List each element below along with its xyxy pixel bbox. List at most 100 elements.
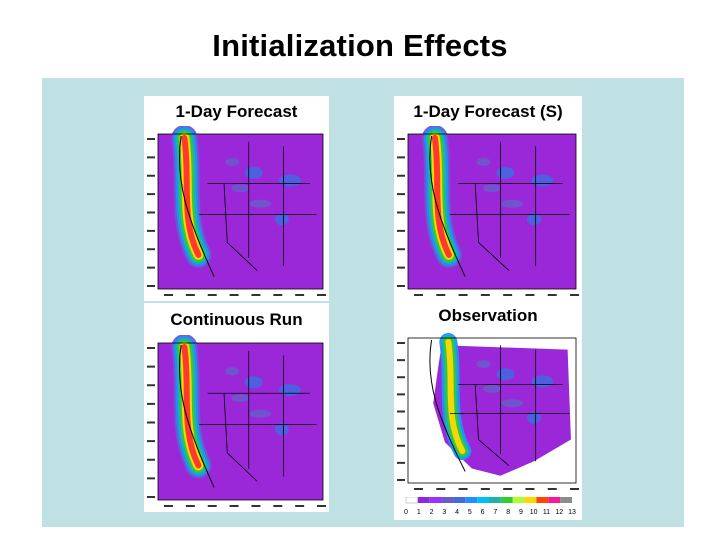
y-tick (147, 421, 155, 424)
panel-label: 1-Day Forecast (S) (413, 102, 563, 121)
precip-patch (501, 199, 524, 208)
colorbar-tick-label: 8 (506, 509, 510, 516)
precip-patch (531, 174, 554, 187)
colorbar-segment (512, 497, 525, 503)
x-tick (570, 488, 579, 490)
x-tick (480, 294, 490, 296)
colorbar-segment (465, 497, 478, 503)
x-tick (229, 294, 239, 296)
y-tick (147, 384, 155, 387)
x-tick (251, 294, 261, 296)
y-tick (397, 285, 405, 287)
y-tick (147, 266, 155, 269)
colorbar-tick-label: 12 (555, 509, 563, 516)
colorbar-tick-label: 3 (442, 509, 446, 516)
y-tick (147, 458, 155, 461)
x-tick (273, 294, 283, 296)
colorbar-tick-label: 0 (404, 509, 408, 516)
y-tick (147, 174, 155, 177)
precip-patch (274, 213, 289, 226)
precip-map (147, 335, 326, 507)
precip-band (431, 135, 452, 258)
colorbar-segment (560, 497, 572, 503)
precip-patch (476, 157, 491, 166)
y-tick (397, 193, 405, 196)
x-tick (458, 294, 468, 296)
panel-1-day-forecast: 1-Day Forecast (144, 96, 329, 301)
x-tick (480, 488, 490, 490)
colorbar-tick-label: 4 (455, 509, 459, 516)
y-tick (397, 393, 405, 396)
y-tick (397, 410, 405, 413)
colorbar-segment (524, 497, 537, 503)
x-tick (414, 488, 423, 490)
precip-patch (496, 166, 515, 179)
colorbar-tick-label: 13 (568, 509, 576, 516)
y-tick (397, 174, 405, 177)
colorbar-tick-label: 1 (417, 509, 421, 516)
colorbar-tick-label: 11 (543, 509, 550, 516)
colorbar-segment (489, 497, 501, 503)
y-tick (147, 402, 155, 405)
precip-map (397, 333, 579, 490)
y-tick (397, 427, 405, 430)
precip-patch (231, 393, 250, 402)
x-tick (547, 294, 557, 296)
x-tick (164, 505, 173, 507)
y-tick (147, 365, 155, 368)
state-border (223, 393, 258, 482)
precip-band (445, 339, 466, 455)
precip-patch (225, 157, 240, 166)
colorbar-tick-label: 7 (493, 509, 497, 516)
x-tick (436, 488, 446, 490)
y-tick (147, 248, 155, 251)
precip-patch (231, 184, 250, 193)
colorbar-segment (477, 497, 489, 503)
y-tick (147, 229, 155, 232)
precip-band (181, 135, 202, 258)
colorbar-tick-label: 9 (519, 509, 523, 516)
x-tick (317, 294, 326, 296)
precip-patch (249, 199, 272, 208)
colorbar-segment (536, 497, 549, 503)
colorbar-segment (441, 497, 454, 503)
x-tick (207, 505, 217, 507)
colorbar-segment (453, 497, 466, 503)
panel-label: Continuous Run (170, 310, 303, 329)
precip-band (181, 344, 202, 469)
colorbar-segment (548, 497, 561, 503)
y-tick (147, 193, 155, 196)
x-tick (570, 294, 579, 296)
precip-patch (225, 367, 240, 376)
y-tick (397, 211, 405, 214)
y-tick (397, 138, 405, 140)
colorbar-tick-label: 5 (468, 509, 472, 516)
precip-patch (476, 360, 491, 369)
panel-1-day-forecast-s: 1-Day Forecast (S) (394, 96, 582, 301)
panel-continuous-run: Continuous Run (144, 303, 329, 512)
x-tick (525, 294, 535, 296)
x-tick (414, 294, 423, 296)
plot-frame (157, 342, 324, 501)
content-area (42, 78, 684, 527)
x-tick (273, 505, 283, 507)
x-tick (251, 505, 261, 507)
y-tick (397, 444, 405, 447)
y-tick (397, 248, 405, 251)
colorbar-segment (429, 497, 442, 503)
x-tick (525, 488, 535, 490)
y-tick (397, 359, 405, 362)
x-tick (547, 488, 557, 490)
y-tick (147, 285, 155, 287)
precip-patch (279, 174, 301, 187)
x-tick (503, 294, 513, 296)
y-tick (397, 479, 405, 481)
colorbar-tick-label: 10 (530, 509, 538, 516)
colorbar-tick-label: 6 (481, 509, 485, 516)
colorbar-tick-label: 2 (430, 509, 434, 516)
precip-map (397, 126, 579, 296)
colorbar-segment (417, 497, 430, 503)
x-tick (164, 294, 173, 296)
x-tick (436, 294, 446, 296)
colorbar-segment (500, 497, 513, 503)
